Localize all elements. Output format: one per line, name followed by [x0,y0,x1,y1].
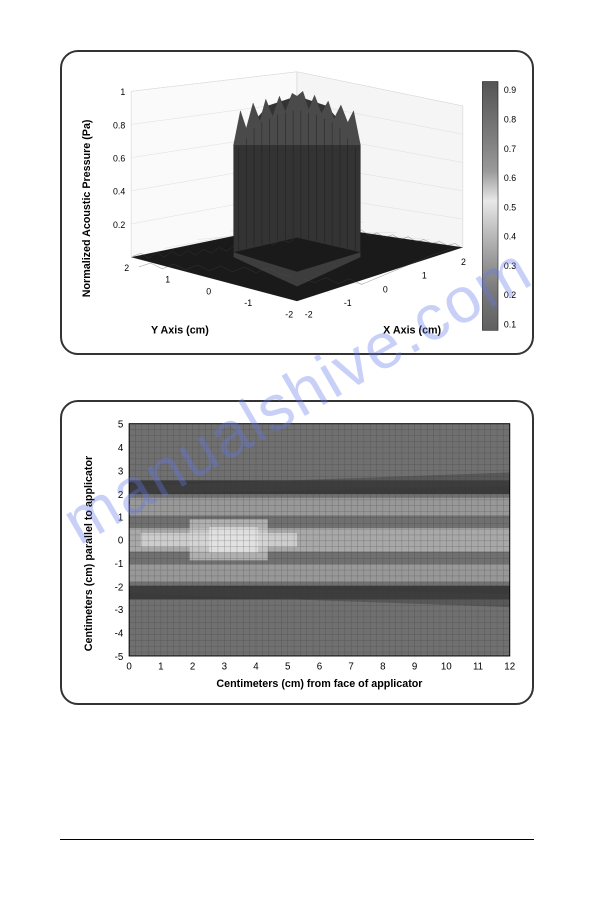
ztick: 1 [120,87,125,97]
svg-text:5: 5 [118,420,124,431]
ztick: 0.4 [113,187,125,197]
svg-text:1: 1 [158,662,163,673]
xlabel2: Centimeters (cm) from face of applicator [216,678,423,690]
xlabel: X Axis (cm) [383,324,441,336]
svg-text:2: 2 [190,662,195,673]
chart-heatmap-svg: Centimeters (cm) parallel to applicator [70,412,524,695]
xticks2: 0 1 2 3 4 5 6 7 8 9 10 11 12 [126,662,515,673]
ytick: 1 [165,275,170,285]
ytick: -2 [285,310,293,320]
cbtick: 0.2 [504,290,516,300]
chart-3d-svg: Normalized Acoustic Pressure (Pa) 1 0.8 … [70,62,524,345]
ytick: 0 [206,286,211,296]
svg-text:5: 5 [285,662,291,673]
cbtick: 0.3 [504,261,516,271]
chart-3d-pressure: Normalized Acoustic Pressure (Pa) 1 0.8 … [60,50,534,355]
svg-text:-2: -2 [115,583,124,594]
svg-text:4: 4 [253,662,259,673]
svg-text:3: 3 [222,662,227,673]
ztick: 0.2 [113,220,125,230]
cbtick: 0.7 [504,144,516,154]
svg-text:2: 2 [118,490,123,501]
svg-text:3: 3 [118,466,123,477]
ytick: -1 [244,298,252,308]
zlabel: Normalized Acoustic Pressure (Pa) [81,119,93,297]
xtick: 2 [461,257,466,267]
xtick: -1 [344,298,352,308]
ytick: 2 [124,263,129,273]
xtick: 0 [383,284,388,294]
cbtick: 0.1 [504,319,516,329]
cbtick: 0.9 [504,85,516,95]
cbtick: 0.8 [504,115,516,125]
heatmap-field [129,424,510,656]
svg-text:-5: -5 [115,652,124,663]
svg-text:10: 10 [441,662,452,673]
ylabel: Y Axis (cm) [151,324,209,336]
ztick: 0.8 [113,120,125,130]
xtick: 1 [422,271,427,281]
svg-text:7: 7 [348,662,353,673]
yticks2: 5 4 3 2 1 0 -1 -2 -3 -4 -5 [115,420,124,663]
colorbar: 0.9 0.8 0.7 0.6 0.5 0.4 0.3 0.2 0.1 [482,82,516,331]
svg-text:-3: -3 [115,605,124,616]
svg-text:6: 6 [317,662,322,673]
svg-text:1: 1 [118,512,123,523]
svg-text:0: 0 [126,662,132,673]
svg-text:12: 12 [504,662,515,673]
svg-text:-4: -4 [115,628,124,639]
cbtick: 0.4 [504,232,516,242]
footer-rule [60,839,534,840]
svg-text:-1: -1 [115,559,124,570]
ylabel2: Centimeters (cm) parallel to applicator [83,455,95,651]
cbtick: 0.5 [504,202,516,212]
svg-text:0: 0 [118,536,124,547]
chart-heatmap: Centimeters (cm) parallel to applicator [60,400,534,705]
cbtick: 0.6 [504,173,516,183]
svg-text:8: 8 [380,662,385,673]
svg-text:11: 11 [473,662,483,673]
ztick: 0.6 [113,154,125,164]
svg-text:4: 4 [118,443,124,454]
xtick: -2 [305,310,313,320]
svg-text:9: 9 [412,662,417,673]
